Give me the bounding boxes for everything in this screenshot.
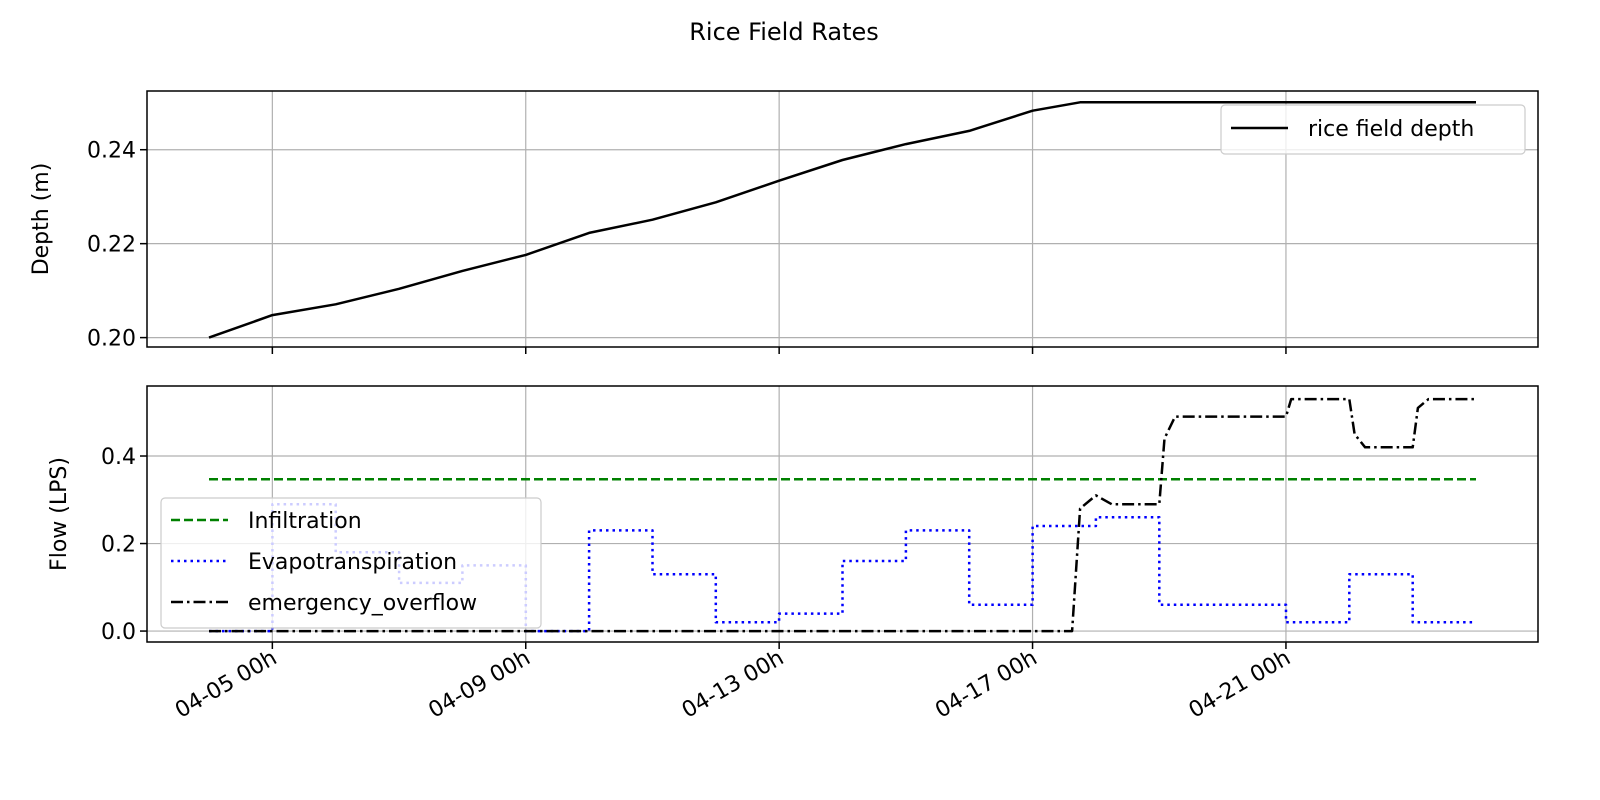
x-tick-label: 04-09 00h <box>425 646 535 724</box>
flow-legend-label-overflow: emergency_overflow <box>248 591 477 616</box>
depth-series-line-rice-field-depth <box>208 101 1476 339</box>
depth-y-tick-label: 0.22 <box>87 233 136 258</box>
flow-x-ticks: 04-05 00h 04-09 00h 04-13 00h 04-17 00h 04-2… <box>171 642 1295 724</box>
x-tick-label: 04-17 00h <box>931 646 1041 724</box>
depth-axes-frame <box>146 90 1539 348</box>
flow-axes-frame <box>146 385 1539 643</box>
depth-y-tick-label: 0.20 <box>87 327 136 352</box>
flow-y-tick-label: 0.2 <box>101 533 136 558</box>
depth-legend-label: rice field depth <box>1308 117 1474 142</box>
flow-y-tick-label: 0.4 <box>101 445 136 470</box>
flow-legend-label-evapotranspiration: Evapotranspiration <box>248 550 457 575</box>
depth-y-axis-label: Depth (m) <box>29 163 54 276</box>
flow-y-axis-label: Flow (LPS) <box>47 457 72 571</box>
x-tick-label: 04-21 00h <box>1185 646 1295 724</box>
flow-y-tick-label: 0.0 <box>101 620 136 645</box>
depth-legend: rice field depth <box>1220 104 1526 155</box>
depth-panel: 0.20 0.22 0.24 Depth (m) rice field depth <box>29 90 1539 354</box>
x-tick-label: 04-05 00h <box>171 646 281 724</box>
depth-legend-box <box>1220 104 1526 155</box>
depth-x-ticks <box>271 347 1287 354</box>
flow-legend: Infiltration Evapotranspiration emergenc… <box>160 497 542 629</box>
flow-series-line-emergency-overflow <box>209 397 1476 633</box>
depth-series <box>208 101 1476 339</box>
depth-y-tick-label: 0.24 <box>87 139 136 164</box>
flow-legend-box <box>160 497 542 629</box>
flow-y-ticks: 0.0 0.2 0.4 <box>101 445 147 645</box>
chart-title: Rice Field Rates <box>689 18 879 46</box>
depth-y-ticks: 0.20 0.22 0.24 <box>87 139 147 352</box>
x-tick-label: 04-13 00h <box>678 646 788 724</box>
flow-legend-label-infiltration: Infiltration <box>248 509 362 534</box>
flow-panel: 0.00.20.4 04-05 00h 04-09 00h 04-13 00h 04-… <box>47 385 1539 724</box>
